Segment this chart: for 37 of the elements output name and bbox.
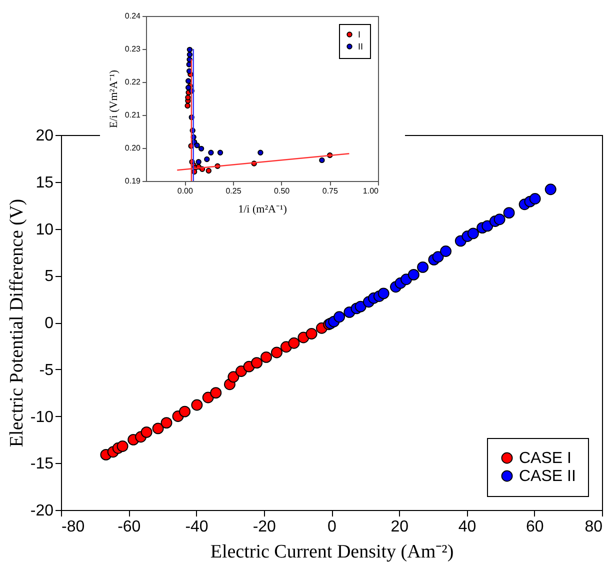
- y-tick-label: 0.23: [124, 44, 142, 54]
- y-tick-label: -15: [30, 456, 54, 473]
- y-tick-label: 0: [44, 315, 54, 332]
- y-tick-label: 10: [36, 221, 54, 238]
- y-tick-label: -10: [30, 408, 54, 426]
- x-tick-label: 0.25: [226, 186, 242, 196]
- x-tick-label: -20: [252, 518, 276, 536]
- x-tick-label: 0: [328, 518, 337, 536]
- x-tick-label: 0.75: [322, 186, 338, 196]
- x-tick-label: -60: [118, 518, 141, 536]
- legend-label: II: [358, 42, 364, 52]
- legend-label: CASE II: [519, 468, 576, 485]
- y-tick-label: 5: [44, 268, 54, 286]
- x-tick-label: -40: [185, 518, 208, 536]
- y-tick-label: 0.22: [124, 78, 142, 86]
- y-tick-label: 0.24: [124, 12, 142, 20]
- x-tick-label: 80: [584, 518, 603, 536]
- x-tick-label: 20: [390, 518, 409, 536]
- legend-label: CASE I: [519, 450, 572, 467]
- x-tick-label: 60: [526, 518, 544, 536]
- y-tick-label: 0.20: [124, 144, 142, 152]
- y-tick-label: 15: [36, 174, 54, 192]
- x-axis-title: 1/i (m²A⁻¹): [238, 204, 288, 216]
- y-tick-label: -5: [39, 362, 54, 379]
- y-tick-label: 0.19: [124, 176, 142, 186]
- y-tick-label: 20: [36, 128, 54, 144]
- y-axis-title: E/i (Vm²A⁻¹): [108, 70, 120, 128]
- x-tick-label: -80: [62, 518, 85, 536]
- x-tick-label: 0.00: [177, 186, 194, 196]
- y-tick-label: 0.21: [124, 110, 142, 120]
- x-axis-title: Electric Current Density (Am⁻²): [210, 542, 454, 562]
- x-tick-label: 1.00: [362, 186, 380, 196]
- y-tick-label: -20: [30, 502, 54, 520]
- x-tick-label: 40: [458, 518, 476, 536]
- x-tick-label: 0.50: [274, 186, 290, 196]
- y-axis-title: Electric Potential Difference (V): [6, 198, 28, 448]
- legend-label: I: [358, 30, 361, 40]
